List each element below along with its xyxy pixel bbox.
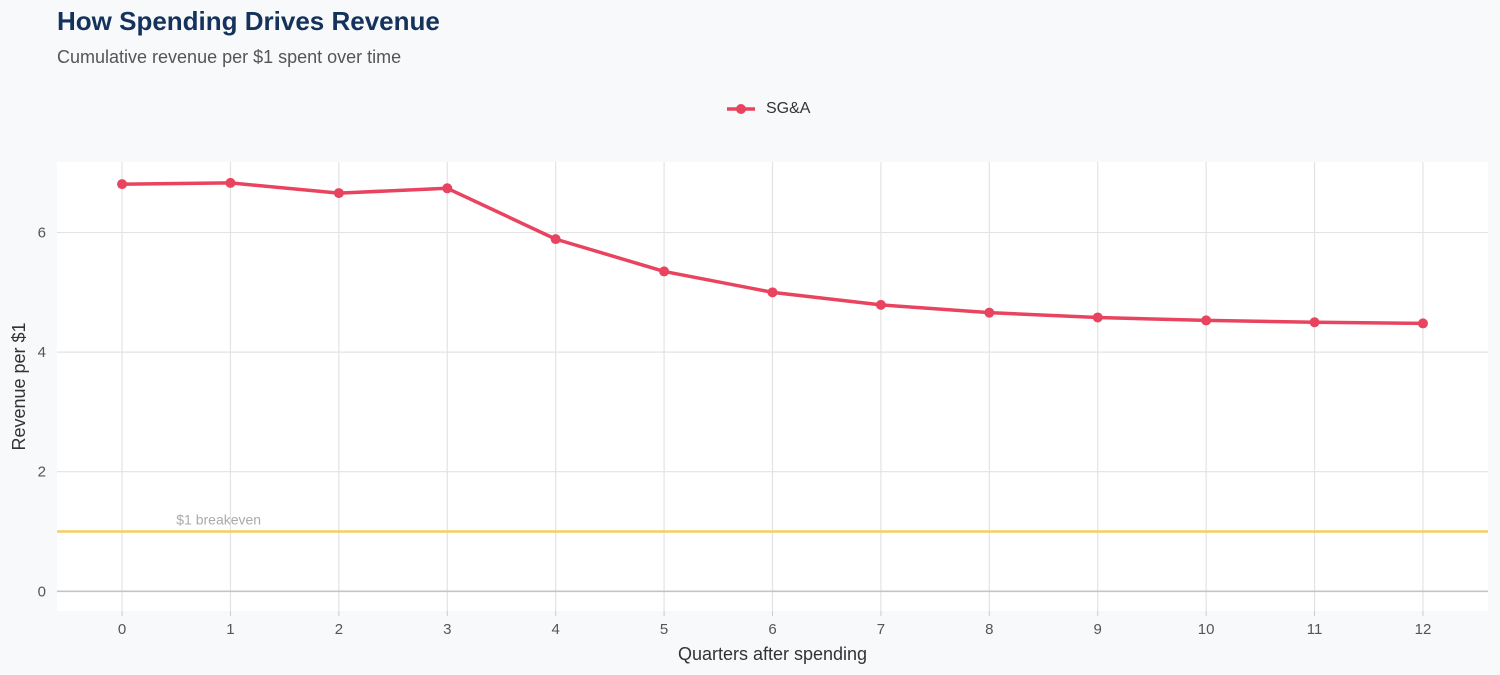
data-point — [984, 307, 995, 318]
data-point — [442, 183, 453, 194]
x-tick-label: 7 — [877, 621, 885, 638]
chart-title: How Spending Drives Revenue — [57, 6, 440, 36]
x-tick-label: 1 — [226, 621, 234, 638]
x-tick-label: 6 — [768, 621, 776, 638]
data-point — [333, 188, 344, 199]
data-point — [117, 179, 128, 190]
legend: SG&A — [726, 100, 810, 118]
data-point — [659, 266, 670, 277]
x-tick-label: 3 — [443, 621, 451, 638]
y-tick-label: 2 — [38, 464, 46, 481]
x-tick-label: 0 — [118, 621, 126, 638]
data-point — [1092, 312, 1103, 323]
data-point — [875, 299, 886, 310]
data-point — [550, 234, 561, 245]
legend-swatch-icon — [727, 104, 755, 114]
data-point — [767, 287, 778, 298]
data-point — [1201, 315, 1212, 326]
y-tick-label: 0 — [38, 583, 46, 600]
chart-subtitle: Cumulative revenue per $1 spent over tim… — [57, 47, 402, 67]
y-tick-label: 4 — [38, 344, 46, 361]
x-tick-label: 2 — [335, 621, 343, 638]
x-tick-label: 11 — [1307, 621, 1323, 638]
x-axis-label: Quarters after spending — [678, 644, 867, 664]
x-tick-label: 8 — [985, 621, 993, 638]
y-tick-label: 6 — [38, 225, 46, 242]
x-tick-label: 12 — [1415, 621, 1432, 638]
data-point — [1417, 318, 1428, 329]
x-tick-label: 4 — [552, 621, 560, 638]
x-tick-label: 9 — [1094, 621, 1102, 638]
x-tick-label: 10 — [1198, 621, 1215, 638]
legend-label: SG&A — [766, 100, 811, 117]
data-point — [225, 177, 236, 188]
x-tick-label: 5 — [660, 621, 668, 638]
data-point — [1309, 317, 1320, 328]
breakeven-label: $1 breakeven — [176, 511, 261, 527]
y-axis-label: Revenue per $1 — [9, 322, 29, 450]
